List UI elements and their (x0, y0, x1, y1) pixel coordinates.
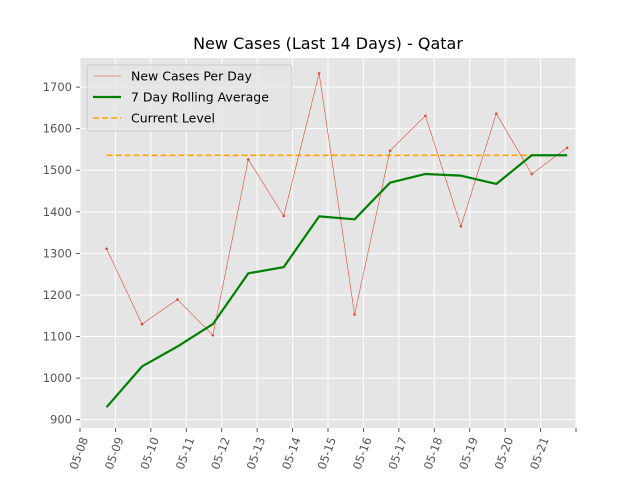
data-point (494, 112, 498, 116)
y-tick-label: 1300 (43, 246, 72, 260)
data-point (140, 322, 144, 326)
legend-label: 7 Day Rolling Average (131, 90, 269, 105)
chart-title: New Cases (Last 14 Days) - Qatar (193, 34, 463, 53)
series-layer (105, 72, 569, 408)
data-point (246, 158, 250, 161)
series-line-rolling-average (105, 154, 568, 408)
y-tick-label: 1100 (43, 330, 72, 344)
x-tick-label: 05-13 (244, 435, 269, 471)
legend-label: New Cases Per Day (131, 69, 252, 84)
legend-label: Current Level (131, 111, 215, 126)
data-point (176, 298, 179, 301)
data-point (530, 172, 534, 176)
x-tick-label: 05-11 (173, 435, 198, 471)
series-line-new-cases (106, 73, 568, 336)
x-tick-label: 05-12 (208, 435, 233, 471)
x-tick-label: 05-10 (137, 435, 162, 471)
data-point (317, 72, 321, 75)
data-point (353, 313, 356, 316)
x-tick-label: 05-09 (102, 435, 127, 471)
y-tick-label: 1700 (43, 80, 72, 94)
data-point (211, 333, 215, 337)
y-tick-label: 1200 (43, 288, 72, 302)
x-tick-label: 05-08 (66, 435, 91, 471)
data-point (282, 214, 286, 218)
data-point (424, 114, 427, 118)
y-tick-label: 1600 (43, 122, 72, 136)
x-tick-label: 05-16 (350, 435, 375, 471)
y-tick-label: 900 (50, 413, 72, 427)
x-tick-label: 05-19 (456, 435, 481, 471)
x-tick-label: 05-17 (385, 435, 410, 471)
data-point (565, 146, 569, 150)
y-tick-label: 1400 (43, 205, 72, 219)
x-tick-label: 05-18 (421, 435, 446, 471)
y-tick-label: 1000 (43, 371, 72, 385)
y-axis: 900 1000 1100 1200 1300 1400 1500 1600 1700 (43, 80, 80, 427)
data-point (388, 149, 392, 153)
data-point (105, 247, 108, 251)
x-axis: 05-08 05-09 05-10 05-11 05-12 05-13 05-14 05-15… (66, 428, 577, 471)
x-tick-label: 05-15 (314, 435, 339, 471)
x-tick-label: 05-14 (279, 435, 304, 471)
x-tick-label: 05-20 (492, 435, 517, 471)
y-tick-label: 1500 (43, 163, 72, 177)
legend-box (86, 64, 293, 132)
legend: New Cases Per Day 7 Day Rolling Average Cu… (86, 64, 293, 132)
x-tick-label: 05-21 (527, 435, 552, 471)
data-point (459, 225, 463, 228)
